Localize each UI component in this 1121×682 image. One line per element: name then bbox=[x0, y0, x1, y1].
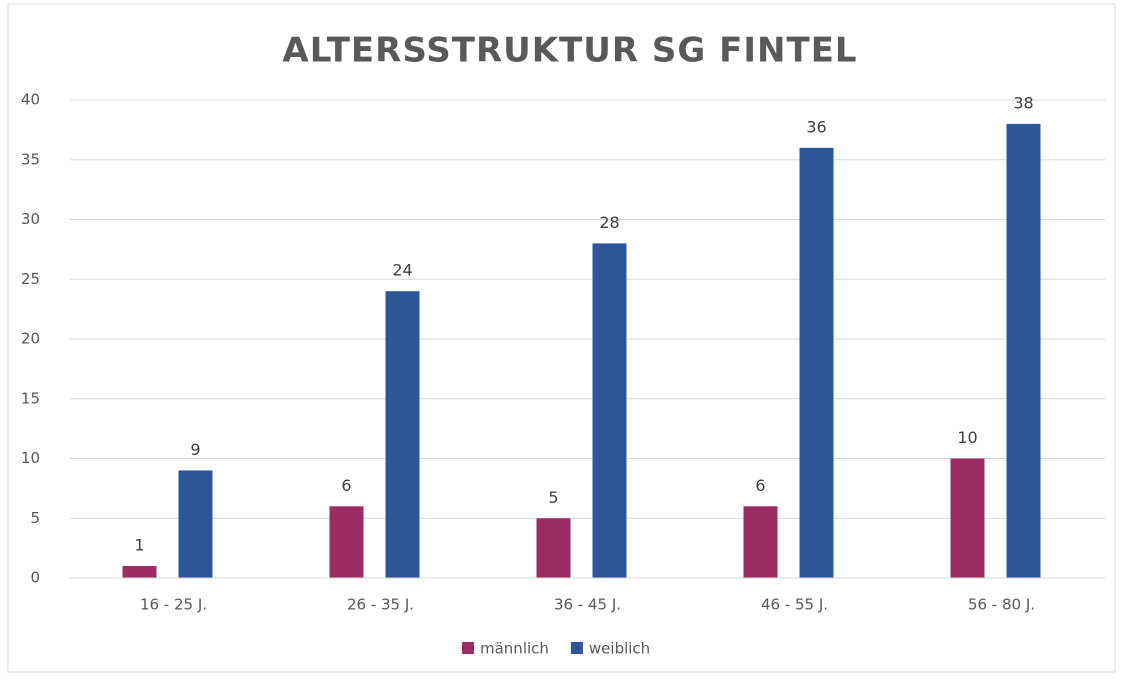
legend-swatch bbox=[462, 642, 474, 654]
y-tick-label: 20 bbox=[21, 330, 40, 348]
bar bbox=[743, 506, 778, 578]
y-tick-label: 25 bbox=[21, 270, 40, 288]
value-label: 1 bbox=[134, 536, 144, 555]
value-label: 5 bbox=[548, 488, 558, 507]
chart-frame bbox=[7, 3, 1116, 673]
x-tick-label: 46 - 55 J. bbox=[761, 596, 828, 614]
legend-swatch bbox=[570, 642, 583, 654]
value-label: 28 bbox=[599, 213, 619, 232]
bar bbox=[385, 291, 420, 578]
value-label: 9 bbox=[190, 440, 200, 459]
value-label: 38 bbox=[1013, 93, 1033, 112]
y-tick-label: 5 bbox=[30, 509, 40, 527]
legend-label: männlich bbox=[480, 640, 549, 658]
value-label: 6 bbox=[341, 476, 351, 495]
value-label: 6 bbox=[755, 476, 765, 495]
chart-title: ALTERSSTRUKTUR SG FINTEL bbox=[282, 31, 857, 71]
bar bbox=[536, 518, 571, 578]
legend-label: weiblich bbox=[589, 640, 650, 658]
x-tick-label: 26 - 35 J. bbox=[347, 596, 414, 614]
x-tick-label: 56 - 80 J. bbox=[968, 596, 1035, 614]
y-tick-label: 30 bbox=[21, 210, 40, 228]
bar bbox=[329, 506, 364, 578]
y-tick-label: 10 bbox=[21, 449, 40, 467]
y-tick-label: 0 bbox=[30, 569, 40, 587]
bar bbox=[950, 458, 985, 578]
bar bbox=[178, 470, 213, 578]
value-label: 24 bbox=[392, 261, 412, 280]
y-tick-label: 35 bbox=[21, 150, 40, 168]
y-tick-label: 40 bbox=[21, 91, 40, 109]
x-tick-label: 16 - 25 J. bbox=[140, 596, 207, 614]
value-label: 36 bbox=[806, 117, 826, 136]
bar bbox=[592, 243, 627, 578]
bar bbox=[799, 147, 834, 579]
y-tick-label: 15 bbox=[21, 389, 40, 407]
bar bbox=[122, 566, 157, 578]
value-label: 10 bbox=[957, 428, 977, 447]
x-tick-label: 36 - 45 J. bbox=[554, 596, 621, 614]
bar bbox=[1006, 123, 1041, 579]
